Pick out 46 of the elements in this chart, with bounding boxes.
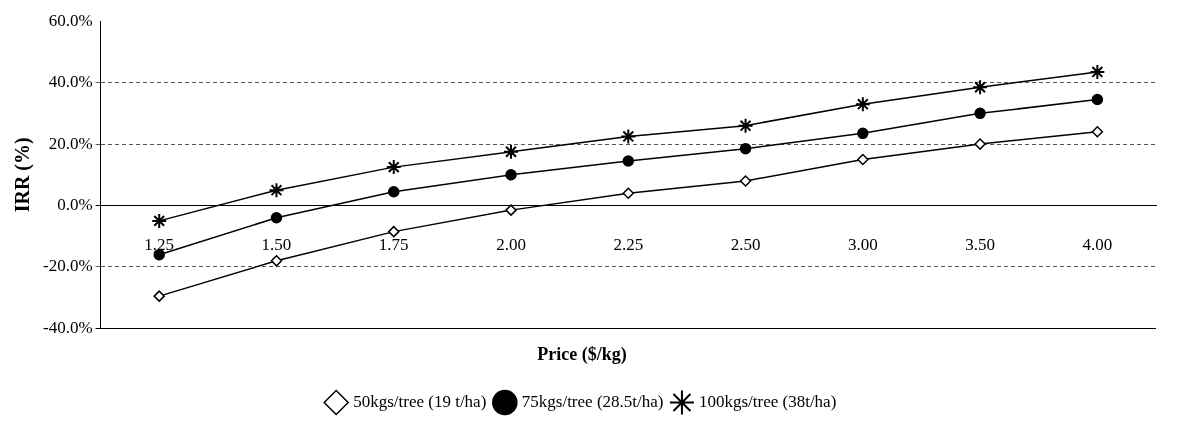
point [972, 79, 989, 96]
x-tick-label: 2.50 [730, 235, 761, 255]
y-tick-label: -20.0% [42, 256, 93, 276]
legend-label: 50kgs/tree (19 t/ha) [353, 391, 487, 411]
point [622, 155, 635, 167]
x-tick-label: 2.00 [496, 235, 526, 255]
point [622, 187, 635, 199]
y-tick-label: 60.0% [48, 10, 93, 30]
legend-label: 75kgs/tree (28.5t/ha) [521, 391, 664, 411]
x-axis-title: Price ($/kg) [537, 343, 627, 365]
y-tick-label: 40.0% [48, 72, 93, 92]
point [737, 117, 754, 134]
x-tick-label: 3.00 [847, 235, 878, 255]
point [1089, 63, 1106, 80]
point [385, 159, 402, 176]
point [270, 255, 283, 267]
point [153, 290, 165, 302]
y-axis-title: IRR (%) [11, 137, 35, 213]
point [974, 107, 986, 120]
point [854, 96, 871, 113]
point [620, 128, 637, 145]
point [857, 127, 869, 140]
point [739, 175, 752, 187]
point [1091, 126, 1104, 138]
x-tick-label: 1.75 [378, 235, 409, 255]
x-tick-label: 3.50 [965, 235, 995, 255]
y-tick-label: 20.0% [48, 133, 93, 153]
x-tick-label: 1.25 [144, 235, 175, 255]
point [1091, 93, 1104, 106]
point [505, 204, 517, 216]
point [270, 212, 283, 224]
y-tick-label: -40.0% [42, 317, 93, 337]
x-tick-label: 4.00 [1082, 235, 1113, 255]
point [739, 142, 752, 155]
point [388, 225, 400, 238]
legend-label: 100kgs/tree (38t/ha) [698, 391, 837, 411]
y-tick-label: 0.0% [57, 194, 93, 214]
point [268, 182, 285, 199]
point [151, 212, 168, 229]
x-tick-label: 2.25 [613, 235, 644, 255]
point [503, 143, 520, 160]
point [974, 138, 986, 150]
point [857, 153, 869, 166]
point [505, 169, 517, 181]
point [388, 185, 400, 198]
x-tick-label: 1.50 [261, 235, 292, 255]
